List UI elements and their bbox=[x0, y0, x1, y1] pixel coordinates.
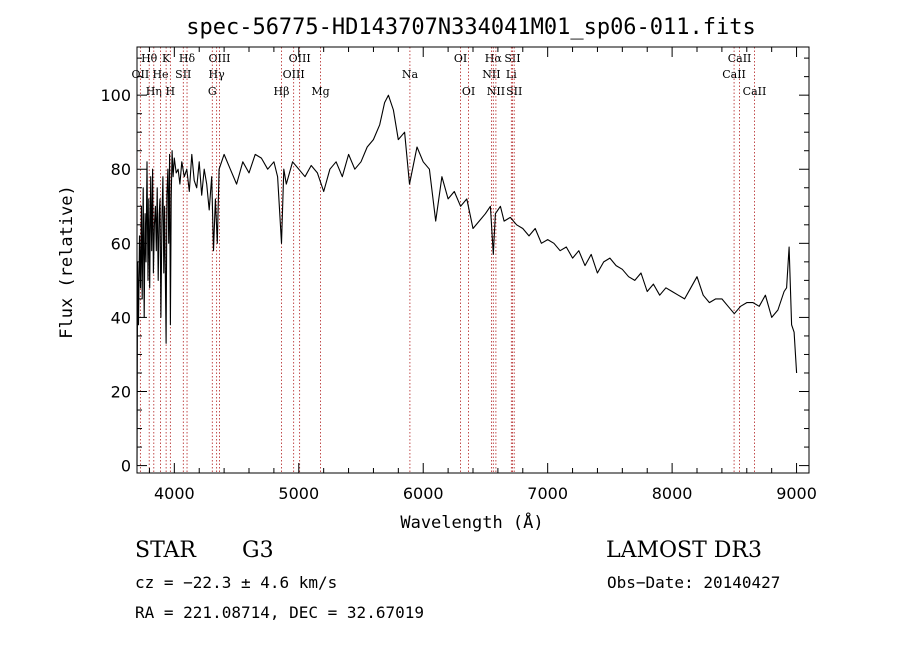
spectral-line-label: K bbox=[162, 52, 171, 65]
x-tick-label: 7000 bbox=[527, 484, 568, 503]
x-tick-label: 9000 bbox=[776, 484, 817, 503]
observation-date: Obs−Date: 20140427 bbox=[607, 573, 781, 592]
spectral-line-label: G bbox=[208, 85, 217, 98]
spectral-line-label: NII bbox=[482, 68, 500, 81]
spectral-line-label: Hβ bbox=[274, 85, 290, 98]
y-axis: 0 20 40 60 80 100 bbox=[100, 57, 809, 476]
spectral-line-label: H bbox=[166, 85, 176, 98]
x-tick-label: 4000 bbox=[154, 484, 195, 503]
y-tick-label: 60 bbox=[111, 234, 131, 253]
x-tick-label: 8000 bbox=[652, 484, 693, 503]
object-class: STAR bbox=[135, 538, 196, 563]
spectral-line-label: Li bbox=[506, 68, 517, 81]
y-tick-label: 100 bbox=[100, 86, 131, 105]
spectral-line-label: Na bbox=[402, 68, 419, 81]
survey-name: LAMOST DR3 bbox=[606, 538, 762, 563]
spectrum-line bbox=[136, 94, 798, 466]
y-tick-label: 0 bbox=[121, 457, 131, 476]
sky-coordinates: RA = 221.08714, DEC = 32.67019 bbox=[135, 603, 424, 622]
plot-frame bbox=[136, 46, 810, 474]
x-axis-label: Wavelength (Å) bbox=[400, 511, 543, 533]
spectral-line-label: Hα bbox=[485, 52, 503, 65]
spectral-line-label: Hθ bbox=[141, 52, 158, 65]
x-tick-label: 5000 bbox=[278, 484, 319, 503]
spectral-line-label: Hη bbox=[146, 85, 162, 98]
spectral-line-markers: Hθ OII Hη He K H SII Hδ OIII Hγ G Hβ OIII OIII Mg Na OI O… bbox=[132, 47, 767, 473]
spectral-line-label: NII bbox=[487, 85, 505, 98]
x-axis: 4000 5000 6000 7000 8000 9000 bbox=[148, 47, 817, 503]
spectral-line-label: CaII bbox=[728, 52, 752, 65]
y-tick-label: 20 bbox=[111, 383, 131, 402]
y-axis-label: Flux (relative) bbox=[57, 185, 77, 339]
spectral-line-label: Mg bbox=[311, 85, 329, 98]
spectral-line-label: OIII bbox=[208, 52, 230, 65]
chart-title: spec-56775-HD143707N334041M01_sp06-011.f… bbox=[186, 15, 756, 40]
spectral-line-label: OI bbox=[462, 85, 475, 98]
spectral-line-label: OIII bbox=[283, 68, 305, 81]
y-tick-label: 40 bbox=[111, 308, 131, 327]
spectral-line-label: CaII bbox=[722, 68, 746, 81]
spectral-line-label: Hδ bbox=[179, 52, 196, 65]
spectral-line-label: Hγ bbox=[209, 68, 226, 81]
spectral-line-label: SII bbox=[504, 52, 520, 65]
y-tick-label: 80 bbox=[111, 160, 131, 179]
spectral-line-label: OII bbox=[132, 68, 150, 81]
spectral-line-label: CaII bbox=[743, 85, 767, 98]
redshift-velocity: cz = −22.3 ± 4.6 km/s bbox=[135, 573, 338, 592]
spectral-line-label: SII bbox=[506, 85, 522, 98]
spectral-line-label: OI bbox=[454, 52, 467, 65]
object-subclass: G3 bbox=[242, 538, 274, 563]
spectral-line-label: SII bbox=[175, 68, 191, 81]
spectral-line-label: OIII bbox=[289, 52, 311, 65]
spectral-line-label: He bbox=[152, 68, 168, 81]
x-tick-label: 6000 bbox=[403, 484, 444, 503]
spectrum-series bbox=[136, 94, 798, 466]
